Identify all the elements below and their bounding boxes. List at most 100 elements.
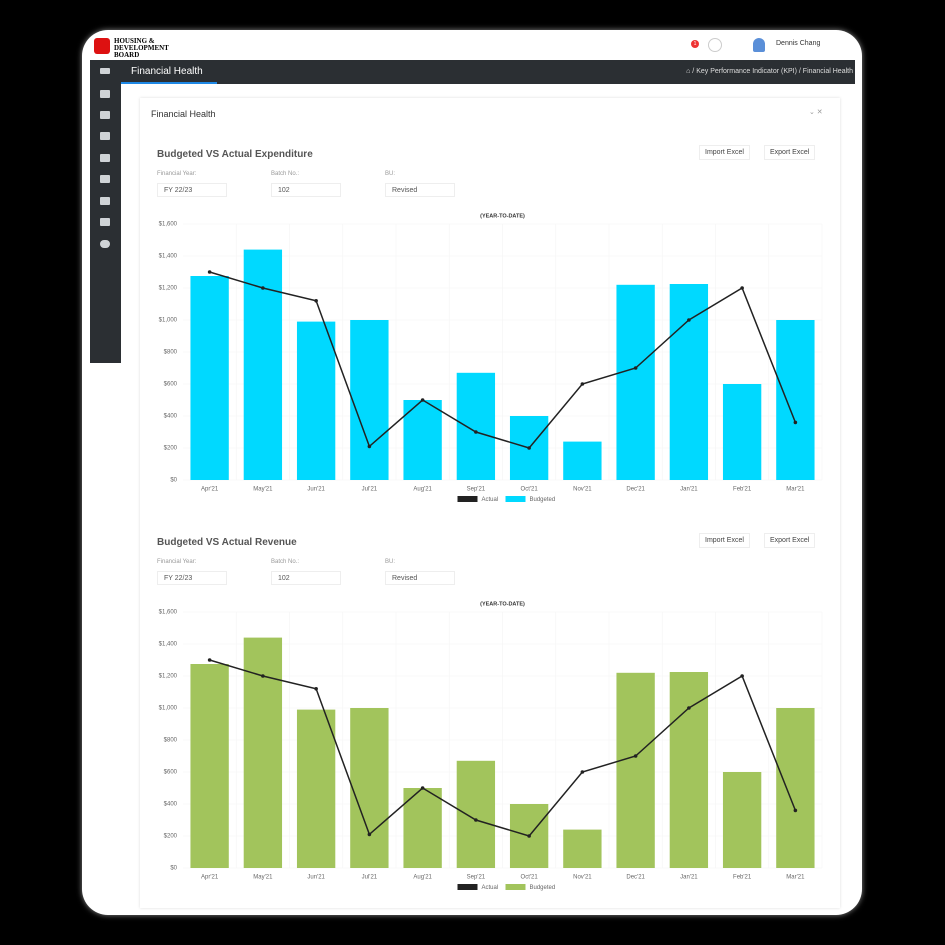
lock-icon[interactable] [100, 218, 110, 226]
legend-swatch [457, 496, 478, 502]
x-tick-label: Mar'21 [786, 875, 805, 881]
panel-controls[interactable]: ⌄ ✕ [809, 109, 823, 116]
notification-badge[interactable]: 1 [691, 40, 699, 48]
y-tick-label: $600 [164, 770, 178, 776]
menu-icon[interactable] [100, 68, 110, 74]
filter-label: Financial Year: [157, 559, 197, 565]
export-button[interactable]: Export Excel [764, 145, 816, 160]
y-tick-label: $600 [164, 382, 178, 388]
y-tick-label: $1,600 [159, 222, 178, 228]
bar [190, 664, 229, 868]
line-point [207, 658, 212, 662]
x-tick-label: Jul'21 [362, 487, 378, 493]
filter-select[interactable]: 102 [271, 571, 341, 585]
breadcrumb: ⌂ / Key Performance Indicator (KPI) / Fi… [686, 68, 853, 75]
y-tick-label: $0 [170, 478, 177, 484]
bar [616, 672, 655, 868]
filter-select[interactable]: Revised [385, 183, 455, 197]
y-tick-label: $800 [164, 738, 178, 744]
x-tick-label: Feb'21 [733, 875, 752, 881]
home-icon[interactable] [100, 90, 110, 98]
x-tick-label: Apr'21 [201, 487, 219, 493]
bar [669, 284, 709, 480]
bar [722, 772, 762, 868]
line-point [367, 444, 372, 449]
line [209, 659, 797, 837]
bar [563, 829, 602, 868]
line-point [527, 834, 531, 838]
line-point [793, 420, 798, 425]
home-icon[interactable]: ⌂ [686, 68, 691, 75]
line-point [474, 818, 478, 822]
line-point [474, 430, 478, 434]
user-name[interactable]: Dennis Chang [776, 40, 821, 47]
line-point [527, 446, 531, 450]
avatar[interactable] [753, 38, 765, 52]
x-tick-label: Dec'21 [626, 487, 645, 493]
chart-subtitle: (YEAR-TO-DATE) [480, 213, 525, 219]
filter-label: Batch No.: [271, 171, 300, 177]
import-button[interactable]: Import Excel [699, 145, 750, 160]
x-tick-label: Dec'21 [626, 875, 645, 881]
bar [456, 372, 496, 480]
chart-subtitle: (YEAR-TO-DATE) [480, 601, 525, 607]
x-tick-label: May'21 [253, 875, 273, 881]
legend-label: Budgeted [530, 497, 556, 503]
chart-title: Budgeted VS Actual Expenditure [157, 149, 313, 160]
line [209, 271, 797, 449]
y-tick-label: $1,000 [159, 706, 178, 712]
settings-icon[interactable] [100, 240, 110, 248]
y-tick-label: $1,400 [159, 254, 178, 260]
x-tick-label: May'21 [253, 487, 273, 493]
x-tick-label: Mar'21 [786, 487, 805, 493]
filter-select[interactable]: FY 22/23 [157, 571, 227, 585]
line-point [261, 286, 265, 290]
import-button[interactable]: Import Excel [699, 533, 750, 548]
panel-title: Financial Health [151, 109, 216, 119]
bar [296, 321, 336, 480]
clock-icon[interactable] [708, 38, 722, 52]
chart: (YEAR-TO-DATE) $0 $200 $400 $600 $800 $1,000 $1… [159, 601, 823, 891]
y-tick-label: $1,600 [159, 610, 178, 616]
link-icon[interactable] [100, 175, 110, 183]
breadcrumb-item[interactable]: Key Performance Indicator (KPI) [696, 68, 797, 75]
legend-swatch [505, 884, 526, 890]
line-point [740, 286, 744, 290]
x-tick-label: Sep'21 [467, 875, 486, 881]
nav-title: Financial Health [131, 66, 203, 77]
line-point [207, 270, 212, 274]
line-point [793, 808, 798, 813]
doc-icon[interactable] [100, 111, 110, 119]
legend-swatch [457, 884, 478, 890]
y-tick-label: $400 [164, 802, 178, 808]
chart-title: Budgeted VS Actual Revenue [157, 537, 297, 548]
filter-select[interactable]: 102 [271, 183, 341, 197]
chart: (YEAR-TO-DATE) $0 $200 $400 $600 $800 $1,000 $1… [159, 213, 823, 503]
filter-label: BU: [385, 559, 396, 565]
line-point [633, 754, 638, 758]
chart-icon[interactable] [100, 197, 110, 205]
book-icon[interactable] [100, 154, 110, 162]
line-point [314, 687, 318, 691]
export-button[interactable]: Export Excel [764, 533, 816, 548]
line-point [687, 706, 691, 710]
y-tick-label: $200 [164, 446, 178, 452]
bar [456, 760, 496, 868]
bar [776, 708, 815, 868]
logo-text: HOUSING & DEVELOPMENT BOARD [114, 37, 169, 59]
line-point [367, 832, 372, 837]
nav-underline [121, 82, 217, 84]
line-point [420, 786, 425, 790]
navbar [90, 60, 855, 84]
x-tick-label: Oct'21 [521, 487, 539, 493]
filter-select[interactable]: FY 22/23 [157, 183, 227, 197]
x-tick-label: Nov'21 [573, 487, 592, 493]
filter-select[interactable]: Revised [385, 571, 455, 585]
x-tick-label: Apr'21 [201, 875, 219, 881]
x-tick-label: Sep'21 [467, 487, 486, 493]
card-icon[interactable] [100, 132, 110, 140]
y-tick-label: $400 [164, 414, 178, 420]
bar [403, 788, 442, 868]
y-tick-label: $1,200 [159, 674, 178, 680]
legend-label: Actual [482, 497, 499, 503]
